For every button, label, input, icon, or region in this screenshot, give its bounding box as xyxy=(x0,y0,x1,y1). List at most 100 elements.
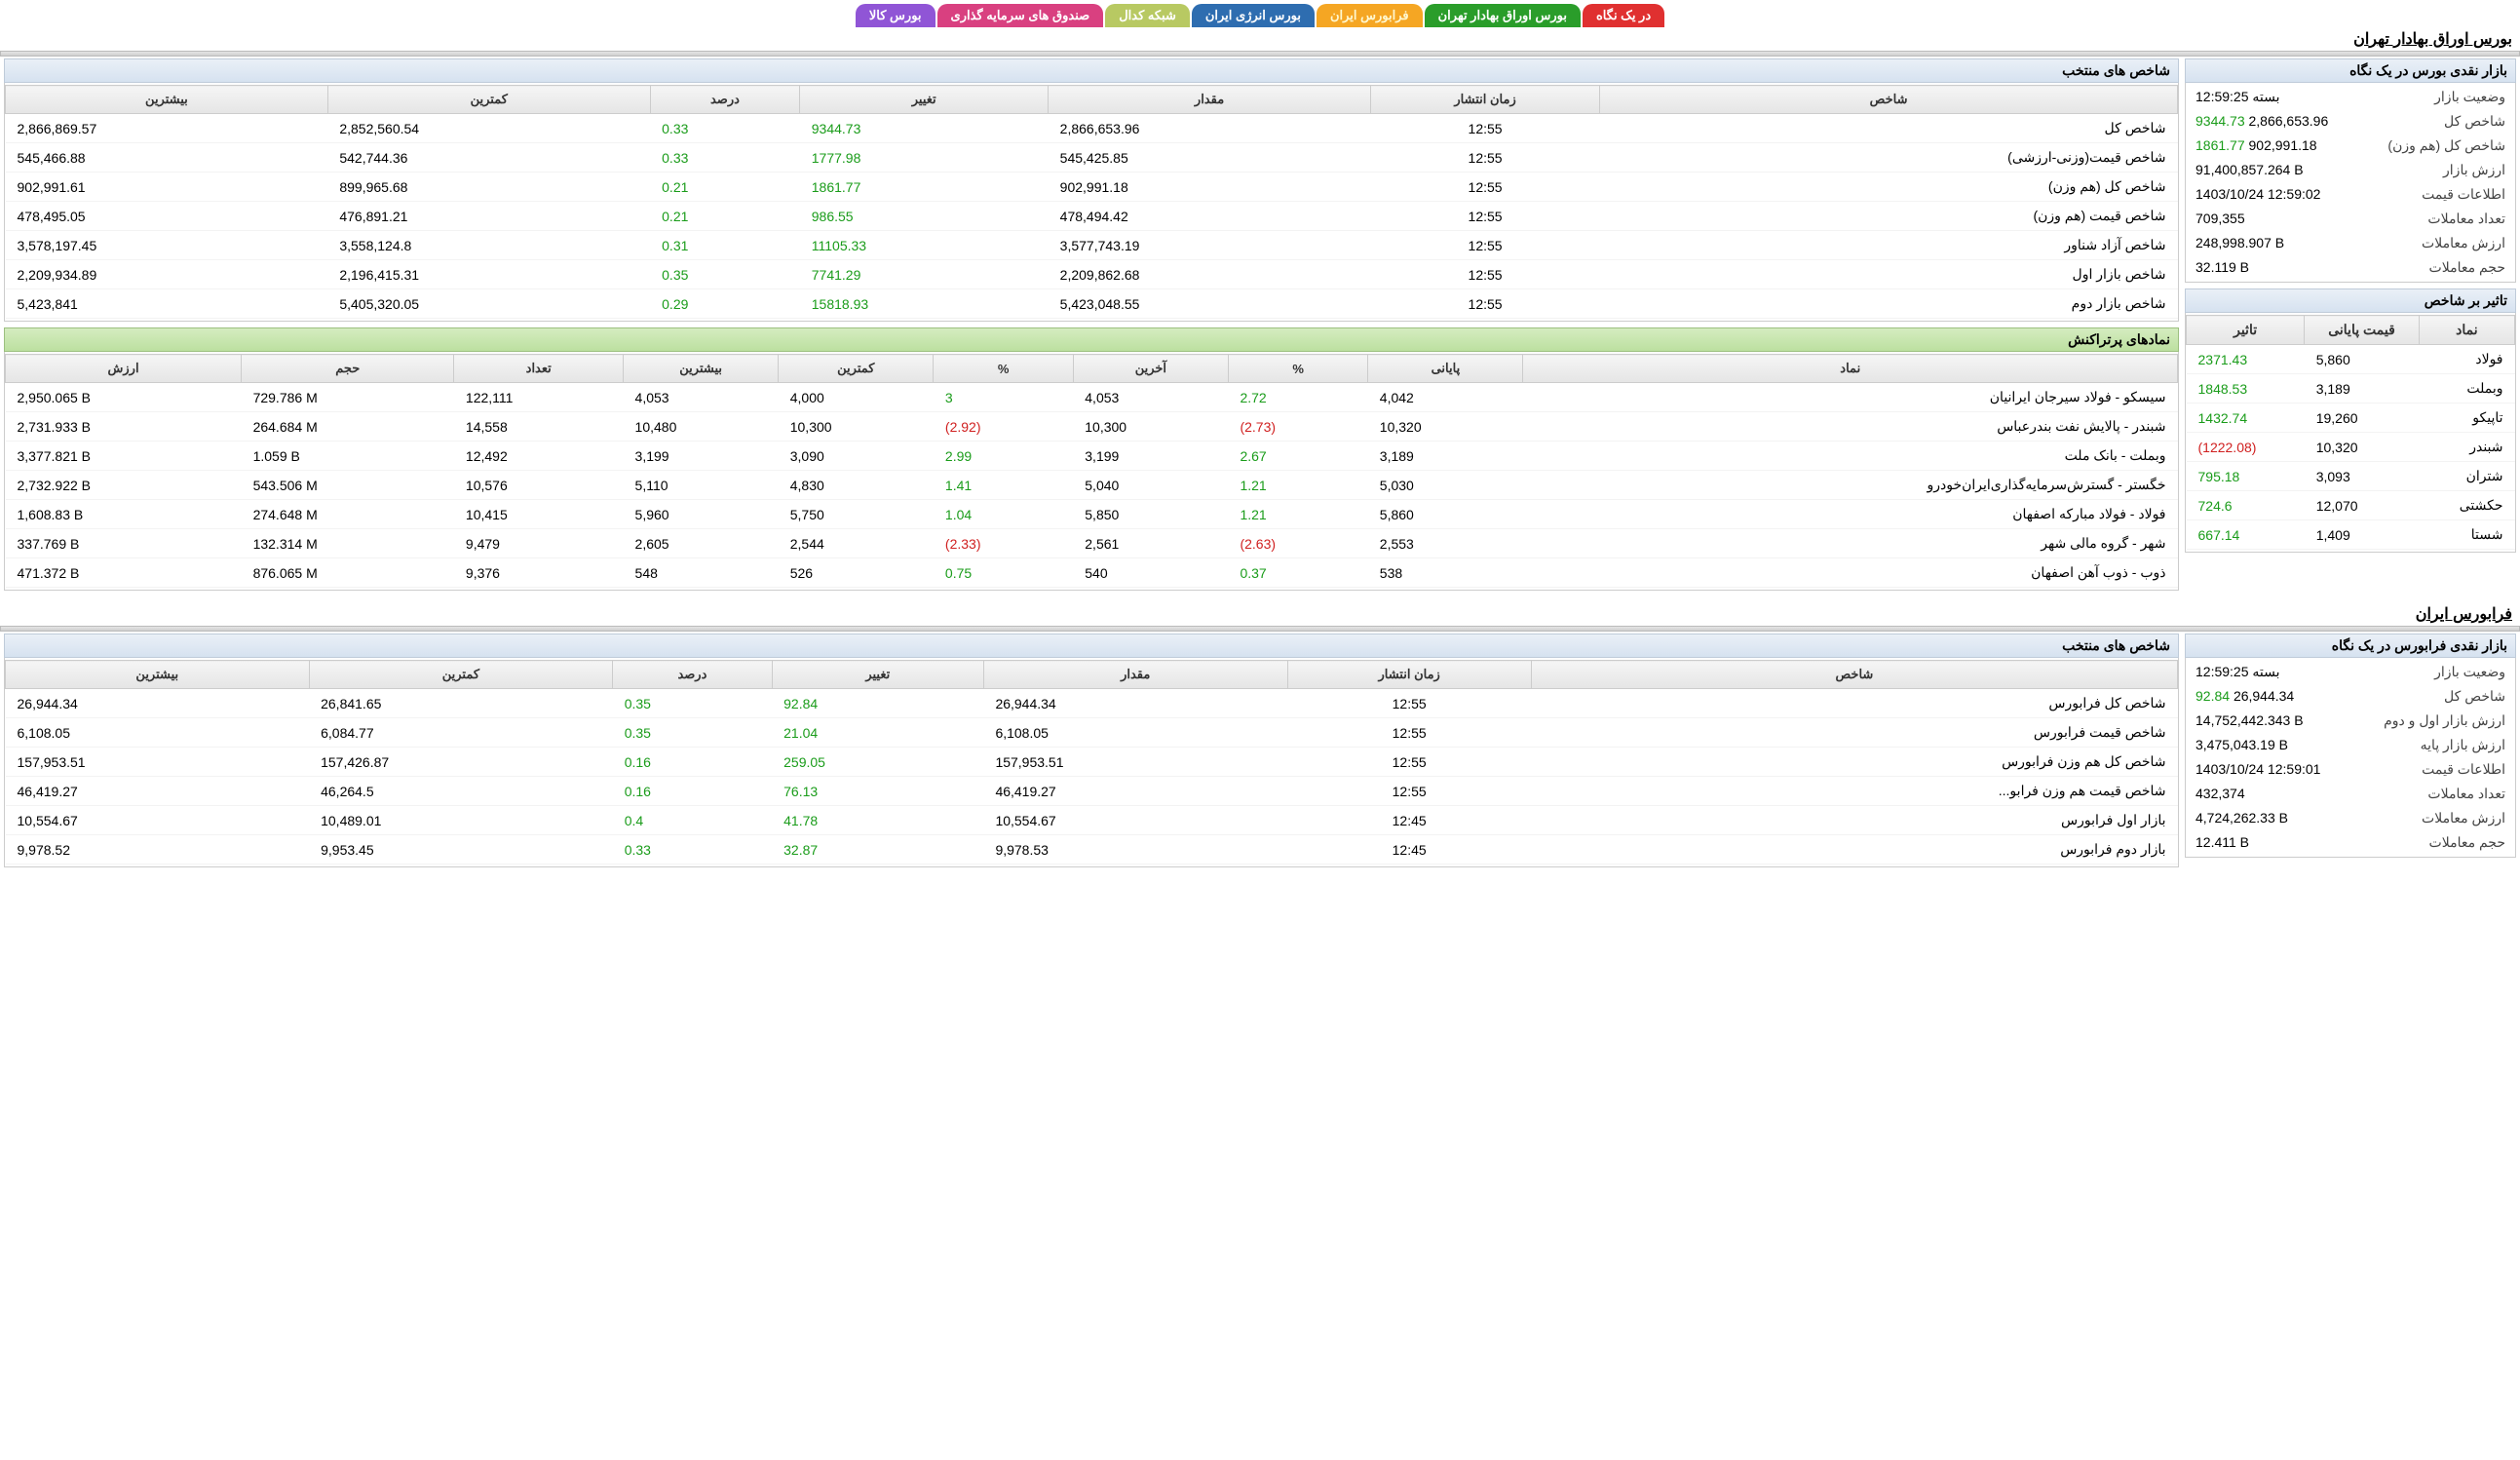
fara-section-title: فرابورس ایران xyxy=(0,602,2520,626)
cell: 15818.93 xyxy=(800,289,1049,319)
table-row[interactable]: شبندر10,320(1222.08) xyxy=(2187,433,2515,462)
column-header[interactable]: کمترین xyxy=(779,355,934,383)
column-header[interactable]: تغییر xyxy=(800,86,1049,114)
column-header[interactable]: تعداد xyxy=(454,355,624,383)
tse-overview-header: بازار نقدی بورس در یک نگاه xyxy=(2185,58,2516,83)
cell: 545,466.88 xyxy=(6,143,328,173)
table-row[interactable]: بازار دوم فرابورس12:459,978.5332.870.339… xyxy=(6,835,2178,864)
tse-active-header: نمادهای پرتراکنش xyxy=(4,327,2179,352)
table-row[interactable]: شاخص بازار دوم12:555,423,048.5515818.930… xyxy=(6,289,2178,319)
cell: 1848.53 xyxy=(2187,374,2305,403)
overview-label: ارزش معاملات xyxy=(2422,235,2505,251)
cell: 12:55 xyxy=(1370,114,1599,143)
table-row[interactable]: شتران3,093795.18 xyxy=(2187,462,2515,491)
column-header[interactable]: ارزش xyxy=(6,355,242,383)
overview-value: 9344.73 2,866,653.96 xyxy=(2195,113,2328,130)
column-header[interactable]: % xyxy=(1228,355,1367,383)
column-header[interactable]: قیمت پایانی xyxy=(2305,316,2420,345)
table-row[interactable]: بازار اول فرابورس12:4510,554.6741.780.41… xyxy=(6,806,2178,835)
table-row[interactable]: شاخص کل هم وزن فرابورس12:55157,953.51259… xyxy=(6,748,2178,777)
table-row[interactable]: شبندر - پالایش نفت بندرعباس10,320(2.73)1… xyxy=(6,412,2178,442)
overview-row: ارزش بازار91,400,857.264 B xyxy=(2186,158,2515,182)
symbol: شستا xyxy=(2419,520,2514,550)
cell: 0.33 xyxy=(650,143,800,173)
fara-overview-body: وضعیت بازاربسته 12:59:25شاخص کل92.84 26,… xyxy=(2185,658,2516,858)
cell: 729.786 M xyxy=(242,383,454,412)
column-header[interactable]: آخرین xyxy=(1073,355,1228,383)
cell: 264.684 M xyxy=(242,412,454,442)
tab-commodity[interactable]: بورس کالا xyxy=(856,4,935,27)
table-row[interactable]: فولاد5,8602371.43 xyxy=(2187,345,2515,374)
index-name: شاخص کل هم وزن فرابورس xyxy=(1531,748,2177,777)
column-header[interactable]: تغییر xyxy=(772,661,983,689)
cell: 10,320 xyxy=(1368,412,1523,442)
column-header[interactable]: نماد xyxy=(1523,355,2178,383)
column-header[interactable]: زمان انتشار xyxy=(1370,86,1599,114)
table-row[interactable]: شاخص کل12:552,866,653.969344.730.332,852… xyxy=(6,114,2178,143)
column-header[interactable]: پایانی xyxy=(1368,355,1523,383)
table-row[interactable]: شستا1,409667.14 xyxy=(2187,520,2515,550)
column-header[interactable]: درصد xyxy=(613,661,772,689)
column-header[interactable]: کمترین xyxy=(327,86,650,114)
table-row[interactable]: شاخص آزاد شناور12:553,577,743.1911105.33… xyxy=(6,231,2178,260)
table-row[interactable]: وبملت - بانک ملت3,1892.673,1992.993,0903… xyxy=(6,442,2178,471)
table-row[interactable]: حکشتی12,070724.6 xyxy=(2187,491,2515,520)
table-row[interactable]: سیسکو - فولاد سیرجان ایرانیان4,0422.724,… xyxy=(6,383,2178,412)
cell: 5,423,841 xyxy=(6,289,328,319)
column-header[interactable]: نماد xyxy=(2419,316,2514,345)
column-header[interactable]: شاخص xyxy=(1600,86,2178,114)
table-row[interactable]: وبملت3,1891848.53 xyxy=(2187,374,2515,403)
table-row[interactable]: خگستر - گسترش‌سرمایه‌گذاری‌ایران‌خودرو5,… xyxy=(6,471,2178,500)
cell: 9,376 xyxy=(454,558,624,588)
overview-value: 432,374 xyxy=(2195,786,2245,802)
table-row[interactable]: شاخص قیمت هم وزن فرابو...12:5546,419.277… xyxy=(6,777,2178,806)
column-header[interactable]: حجم xyxy=(242,355,454,383)
cell: 6,108.05 xyxy=(6,718,310,748)
column-header[interactable]: درصد xyxy=(650,86,800,114)
overview-row: اطلاعات قیمت1403/10/24 12:59:01 xyxy=(2186,757,2515,782)
tab-energy[interactable]: بورس انرژی ایران xyxy=(1192,4,1315,27)
tab-glance[interactable]: در یک نگاه xyxy=(1583,4,1664,27)
column-header[interactable]: بیشترین xyxy=(6,661,310,689)
cell: 3,189 xyxy=(2305,374,2420,403)
overview-row: وضعیت بازاربسته 12:59:25 xyxy=(2186,85,2515,109)
cell: 4,000 xyxy=(779,383,934,412)
table-row[interactable]: فولاد - فولاد مبارکه اصفهان5,8601.215,85… xyxy=(6,500,2178,529)
column-header[interactable]: بیشترین xyxy=(6,86,328,114)
table-row[interactable]: شهر - گروه مالی شهر2,553(2.63)2,561(2.33… xyxy=(6,529,2178,558)
table-row[interactable]: شاخص قیمت(وزنی-ارزشی)12:55545,425.851777… xyxy=(6,143,2178,173)
tab-tse[interactable]: بورس اوراق بهادار تهران xyxy=(1425,4,1581,27)
column-header[interactable]: تاثیر xyxy=(2187,316,2305,345)
cell: 9,978.52 xyxy=(6,835,310,864)
cell: 12:55 xyxy=(1370,289,1599,319)
tse-indices-header: شاخص های منتخب xyxy=(4,58,2179,83)
table-row[interactable]: شاخص کل (هم وزن)12:55902,991.181861.770.… xyxy=(6,173,2178,202)
fara-indices-table: شاخصزمان انتشارمقدارتغییردرصدکمترینبیشتر… xyxy=(5,660,2178,864)
table-row[interactable]: شاخص قیمت فرابورس12:556,108.0521.040.356… xyxy=(6,718,2178,748)
table-row[interactable]: شاخص بازار اول12:552,209,862.687741.290.… xyxy=(6,260,2178,289)
symbol: شتران xyxy=(2419,462,2514,491)
table-row[interactable]: ذوب - ذوب آهن اصفهان5380.375400.75526548… xyxy=(6,558,2178,588)
tab-farabourse[interactable]: فرابورس ایران xyxy=(1317,4,1423,27)
column-header[interactable]: زمان انتشار xyxy=(1287,661,1531,689)
table-row[interactable]: شاخص کل فرابورس12:5526,944.3492.840.3526… xyxy=(6,689,2178,718)
tab-codal[interactable]: شبکه کدال xyxy=(1105,4,1190,27)
cell: 542,744.36 xyxy=(327,143,650,173)
table-row[interactable]: تاپیکو19,2601432.74 xyxy=(2187,403,2515,433)
column-header[interactable]: مقدار xyxy=(1049,86,1371,114)
column-header[interactable]: کمترین xyxy=(309,661,613,689)
cell: 6,084.77 xyxy=(309,718,613,748)
fara-indices-body: شاخصزمان انتشارمقدارتغییردرصدکمترینبیشتر… xyxy=(4,658,2179,867)
column-header[interactable]: شاخص xyxy=(1531,661,2177,689)
index-name: شاخص قیمت (هم وزن) xyxy=(1600,202,2178,231)
cell: 724.6 xyxy=(2187,491,2305,520)
cell: 0.35 xyxy=(613,689,772,718)
column-header[interactable]: % xyxy=(934,355,1073,383)
table-row[interactable]: شاخص قیمت (هم وزن)12:55478,494.42986.550… xyxy=(6,202,2178,231)
cell: 46,264.5 xyxy=(309,777,613,806)
tab-funds[interactable]: صندوق های سرمایه گذاری xyxy=(937,4,1104,27)
column-header[interactable]: بیشترین xyxy=(624,355,779,383)
overview-value: 4,724,262.33 B xyxy=(2195,810,2288,826)
column-header[interactable]: مقدار xyxy=(983,661,1287,689)
cell: 157,426.87 xyxy=(309,748,613,777)
